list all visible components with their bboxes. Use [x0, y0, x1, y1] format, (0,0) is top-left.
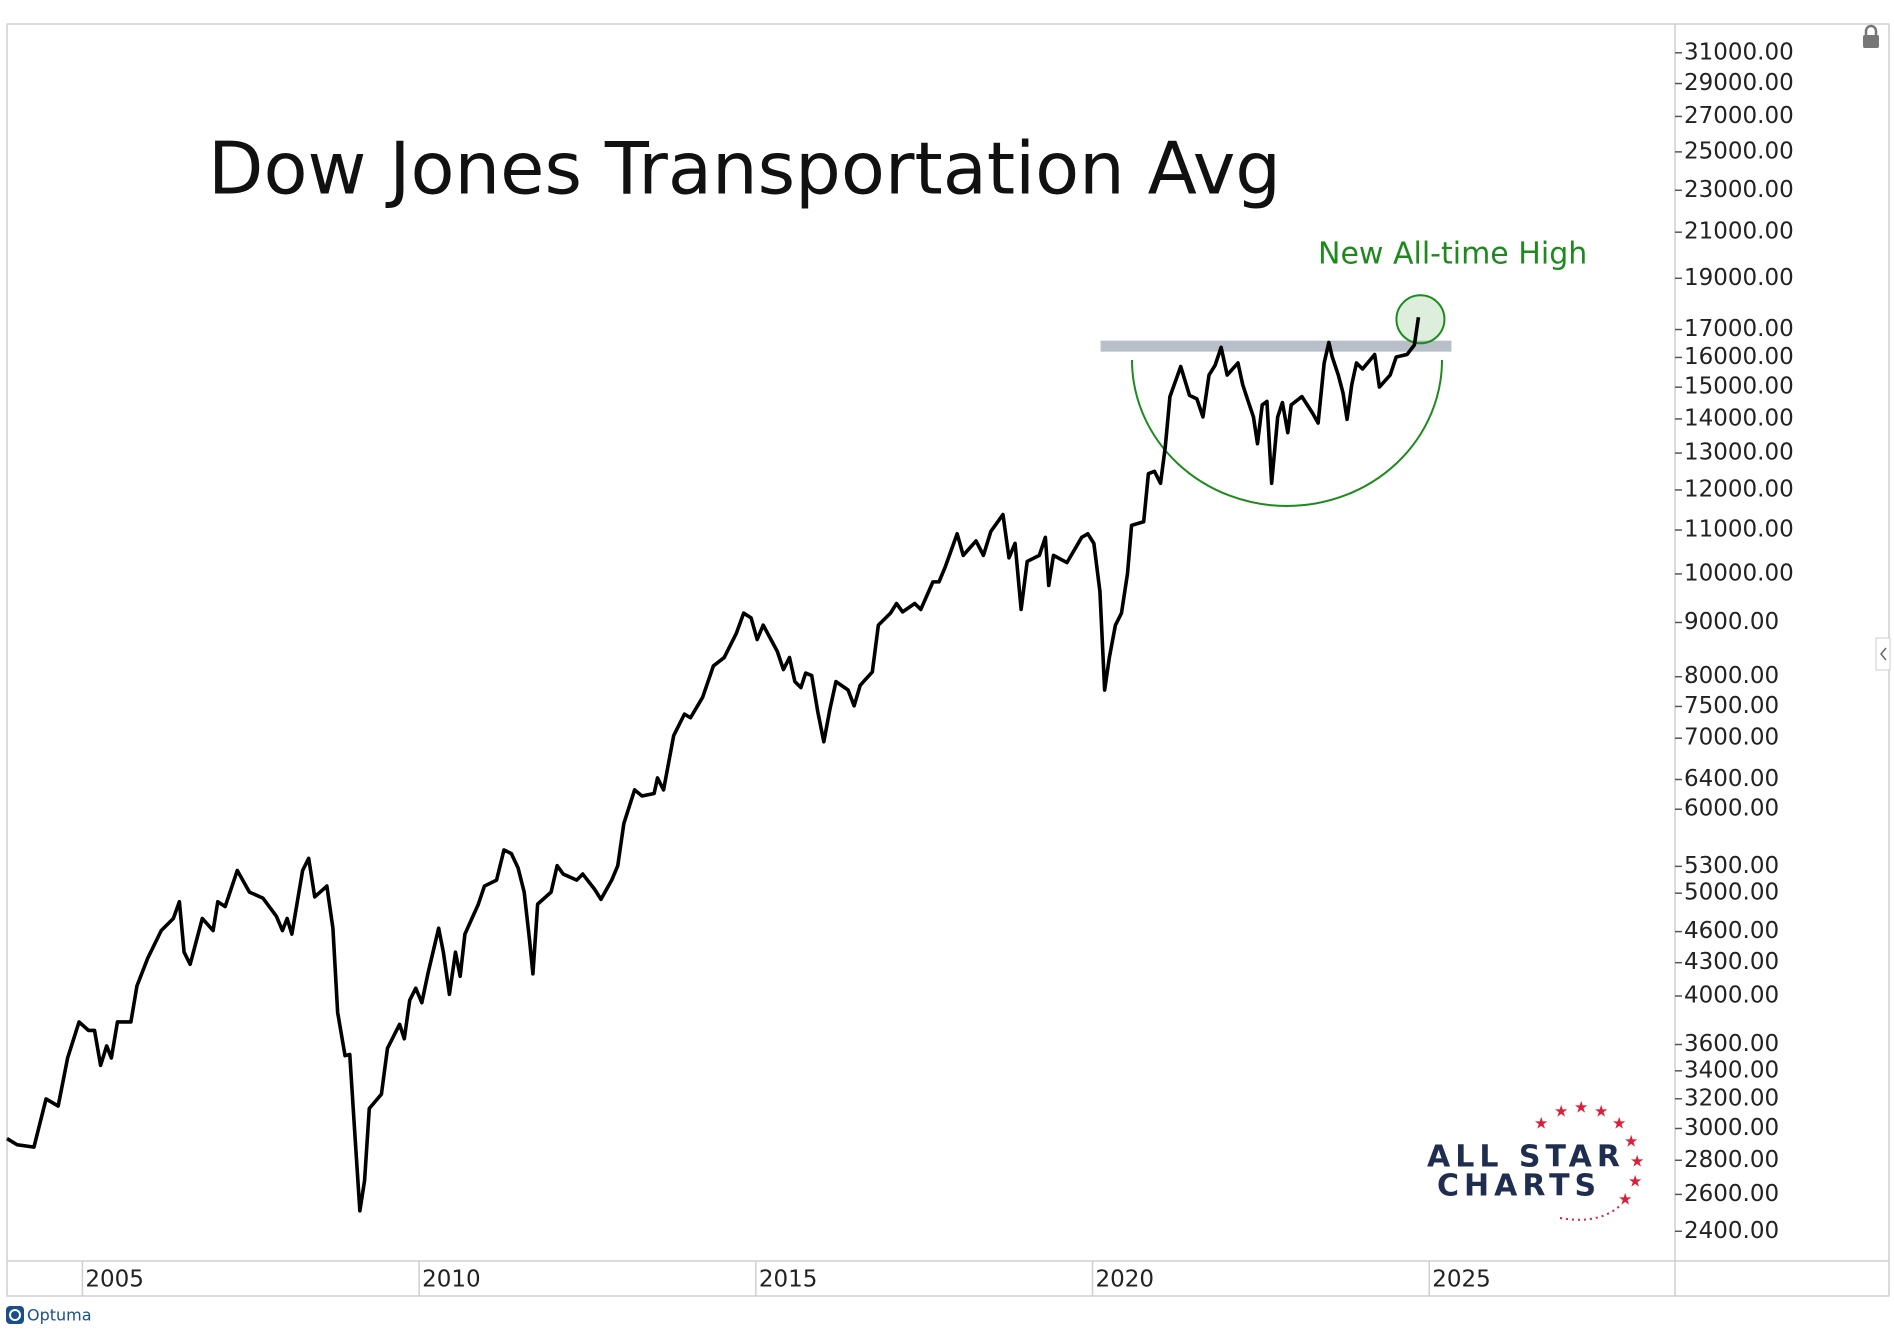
y-tick-label: 7500.00	[1684, 693, 1779, 719]
y-tick-label: 27000.00	[1684, 103, 1794, 129]
star: ★	[1554, 1102, 1568, 1121]
star: ★	[1594, 1102, 1608, 1121]
high-highlight	[1395, 294, 1446, 345]
footer-text: Optuma	[27, 1306, 92, 1325]
y-tick-label: 3400.00	[1684, 1057, 1779, 1083]
logo: ALL STAR CHARTS ★ ★ ★ ★ ★ ★ ★ ★ ★	[1427, 1098, 1644, 1221]
y-tick-label: 17000.00	[1684, 316, 1794, 342]
toggle-arrow	[1880, 647, 1887, 661]
star: ★	[1574, 1098, 1588, 1117]
y-tick-label: 4000.00	[1684, 982, 1779, 1008]
y-tick-label: 2600.00	[1684, 1181, 1779, 1207]
footer-logo: Optuma	[6, 1306, 92, 1325]
logo-stars: ★ ★ ★ ★ ★ ★ ★ ★ ★	[1534, 1098, 1644, 1209]
y-tick-label: 6000.00	[1684, 796, 1779, 822]
y-tick-label: 21000.00	[1684, 219, 1794, 245]
logo-dots	[1559, 1203, 1623, 1221]
y-tick-label: 12000.00	[1684, 476, 1794, 502]
y-tick-label: 7000.00	[1684, 725, 1779, 751]
y-tick-label: 2800.00	[1684, 1147, 1779, 1173]
y-tick-label: 15000.00	[1684, 374, 1794, 400]
star: ★	[1628, 1172, 1642, 1191]
y-tick-label: 13000.00	[1684, 440, 1794, 466]
logo-text: CHARTS	[1437, 1169, 1601, 1204]
star: ★	[1612, 1114, 1626, 1133]
y-tick-label: 6400.00	[1684, 766, 1779, 792]
x-tick-label: 2015	[759, 1267, 818, 1293]
price-line	[6, 317, 1421, 1213]
x-tick-label: 2010	[422, 1267, 481, 1293]
side-toggle[interactable]	[1875, 637, 1891, 671]
toggle-box	[1875, 637, 1891, 671]
footer-icon	[6, 1306, 24, 1324]
frame	[6, 23, 1890, 1297]
annotation: New All-time High	[1318, 237, 1587, 272]
y-tick-label: 3000.00	[1684, 1115, 1779, 1141]
chart-title: Dow Jones Transportation Avg	[208, 127, 1281, 211]
y-tick-label: 8000.00	[1684, 663, 1779, 689]
x-tick-label: 2020	[1096, 1267, 1155, 1293]
y-tick-label: 2400.00	[1684, 1218, 1779, 1244]
star: ★	[1618, 1190, 1632, 1209]
y-tick-label: 5300.00	[1684, 853, 1779, 879]
x-tick-label: 2025	[1432, 1267, 1491, 1293]
y-tick-label: 11000.00	[1684, 517, 1794, 543]
y-tick-label: 10000.00	[1684, 560, 1794, 586]
y-tick-label: 9000.00	[1684, 609, 1779, 635]
y-tick-label: 5000.00	[1684, 880, 1779, 906]
logo-text: ALL STAR	[1427, 1140, 1625, 1175]
y-tick-label: 25000.00	[1684, 138, 1794, 164]
footer-icon-ring	[9, 1309, 21, 1321]
y-tick-label: 19000.00	[1684, 265, 1794, 291]
lock-shackle	[1864, 24, 1878, 35]
cup-arc	[1131, 359, 1443, 507]
y-tick-label: 3600.00	[1684, 1031, 1779, 1057]
star: ★	[1630, 1152, 1644, 1171]
y-tick-label: 4600.00	[1684, 918, 1779, 944]
y-tick-label: 23000.00	[1684, 177, 1794, 203]
y-tick-label: 31000.00	[1684, 39, 1794, 65]
star: ★	[1534, 1114, 1548, 1133]
y-tick-label: 3200.00	[1684, 1085, 1779, 1111]
lock-body	[1863, 35, 1879, 48]
y-tick-label: 14000.00	[1684, 405, 1794, 431]
x-tick-label: 2005	[85, 1267, 144, 1293]
y-tick-label: 29000.00	[1684, 70, 1794, 96]
y-tick-label: 4300.00	[1684, 949, 1779, 975]
lock-icon[interactable]	[1863, 24, 1879, 48]
y-tick-label: 16000.00	[1684, 344, 1794, 370]
star: ★	[1624, 1132, 1638, 1151]
